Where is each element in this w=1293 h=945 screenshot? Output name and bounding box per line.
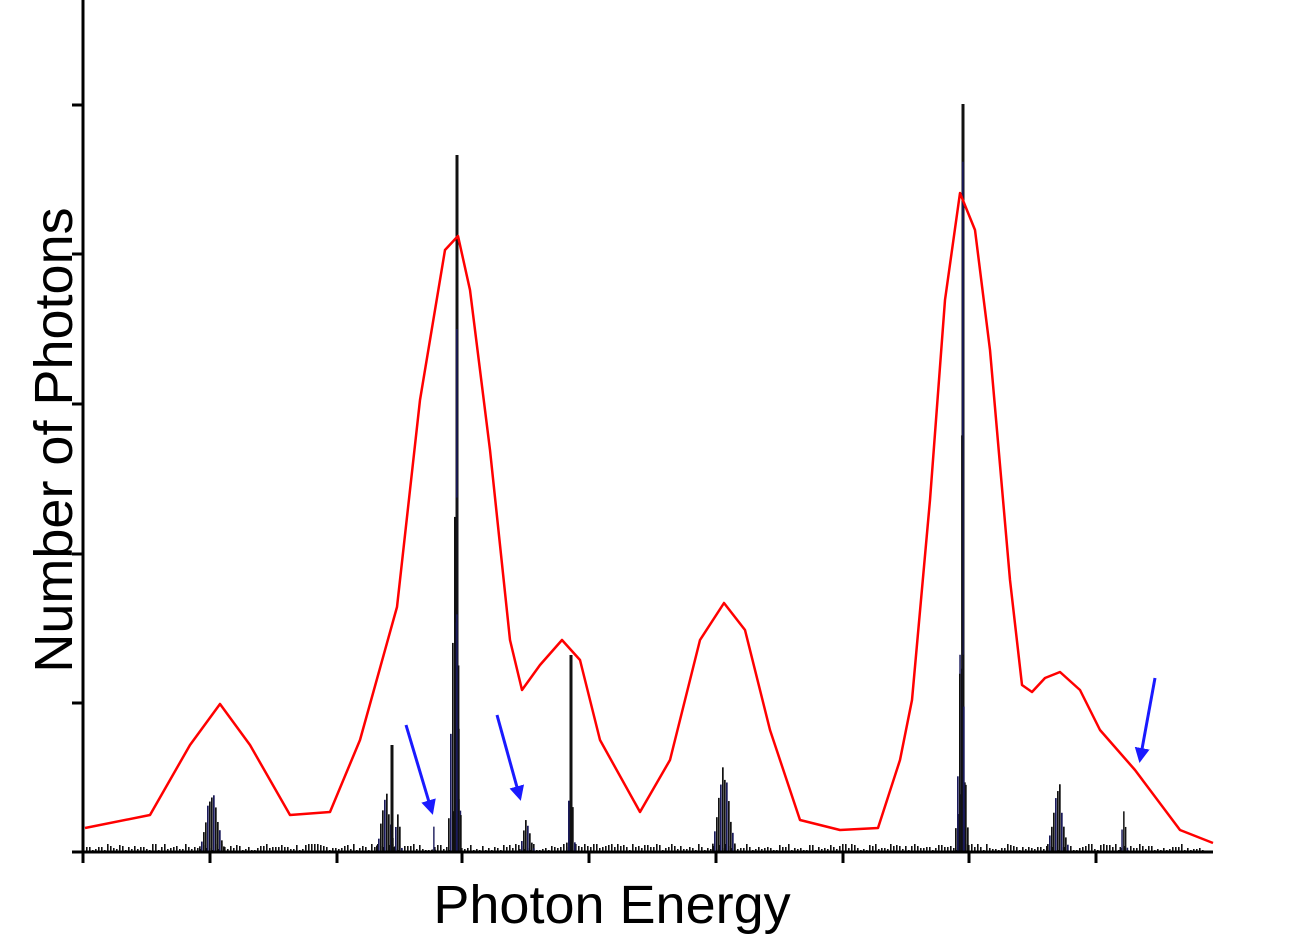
- resolution-curve: [84, 191, 1214, 845]
- y-axis-label: Number of Photons: [24, 207, 84, 673]
- annotation-arrows: [404, 677, 1157, 815]
- arrow-icon: [1134, 677, 1157, 763]
- x-axis-label: Photon Energy: [433, 875, 791, 935]
- x-axis-ticks: [81, 852, 1098, 863]
- arrow-icon: [404, 724, 436, 815]
- histogram-bars: [199, 104, 1129, 853]
- arrow-icon: [495, 714, 525, 801]
- y-axis-ticks: [72, 103, 83, 854]
